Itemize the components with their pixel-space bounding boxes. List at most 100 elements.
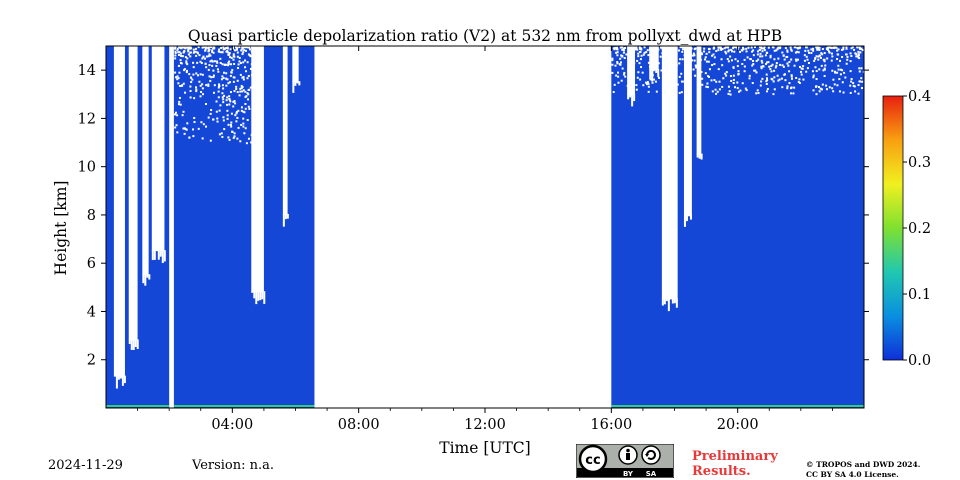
speckle (193, 50, 196, 53)
speckle (193, 116, 196, 119)
speckle (662, 72, 665, 75)
speckle (699, 58, 702, 61)
speckle (804, 49, 807, 52)
speckle (212, 75, 215, 78)
speckle (793, 64, 796, 67)
speckle (837, 53, 840, 56)
speckle (247, 137, 250, 140)
speckle (248, 107, 251, 110)
speckle (775, 62, 778, 65)
speckle (665, 46, 668, 49)
speckle (239, 62, 242, 65)
speckle (182, 82, 185, 85)
speckle (647, 82, 650, 85)
speckle (666, 47, 669, 50)
speckle (739, 89, 742, 92)
speckle (189, 51, 192, 54)
speckle (187, 49, 190, 52)
speckle (235, 110, 238, 113)
speckle (184, 47, 187, 50)
speckle (699, 50, 702, 53)
cc-license-badge[interactable]: cc BY SA (576, 444, 674, 478)
speckle (788, 70, 791, 73)
speckle (854, 52, 857, 55)
speckle (773, 49, 776, 52)
speckle (766, 61, 769, 64)
speckle (812, 49, 815, 52)
speckle (745, 47, 748, 50)
speckle (181, 55, 184, 58)
speckle (836, 71, 839, 74)
no-signal-edge (148, 274, 151, 280)
speckle (745, 50, 748, 53)
speckle (177, 64, 180, 67)
speckle (194, 50, 197, 53)
speckle (788, 82, 791, 85)
speckle (858, 80, 861, 83)
speckle (630, 46, 633, 49)
speckle (815, 93, 818, 96)
speckle (177, 51, 180, 54)
speckle (190, 81, 193, 84)
speckle (236, 137, 239, 140)
speckle (195, 54, 198, 57)
speckle (209, 54, 212, 57)
speckle (764, 62, 767, 65)
speckle (779, 63, 782, 66)
speckle (857, 56, 860, 59)
speckle (222, 119, 225, 122)
no-signal-edge (667, 298, 670, 312)
speckle (752, 59, 755, 62)
svg-text:cc: cc (585, 453, 600, 468)
speckle (832, 46, 835, 49)
speckle (210, 109, 213, 112)
speckle (250, 63, 253, 66)
speckle (677, 49, 680, 52)
speckle (183, 127, 186, 130)
speckle (208, 64, 211, 67)
speckle (763, 46, 766, 49)
speckle (616, 51, 619, 54)
speckle (780, 77, 783, 80)
speckle (246, 61, 249, 64)
speckle (844, 76, 847, 79)
speckle (207, 46, 210, 49)
speckle (222, 71, 225, 74)
speckle (199, 84, 202, 87)
speckle (845, 53, 848, 56)
speckle (642, 84, 645, 87)
speckle (845, 46, 848, 49)
speckle (796, 47, 799, 50)
speckle (228, 52, 231, 55)
speckle (221, 75, 224, 78)
speckle (239, 90, 242, 93)
speckle (183, 69, 186, 72)
speckle (664, 90, 667, 93)
speckle (812, 47, 815, 50)
speckle (740, 49, 743, 52)
no-signal-edge (155, 250, 158, 251)
speckle (647, 90, 650, 93)
speckle (243, 46, 246, 49)
speckle (231, 46, 234, 49)
speckle (698, 53, 701, 56)
speckle (179, 52, 182, 55)
no-signal-edge (253, 291, 256, 299)
speckle (219, 51, 222, 54)
speckle (212, 51, 215, 54)
speckle (815, 55, 818, 58)
speckle (238, 60, 241, 63)
speckle (773, 58, 776, 61)
speckle (186, 63, 189, 66)
no-signal-edge (146, 274, 149, 278)
speckle (822, 69, 825, 72)
speckle (790, 75, 793, 78)
speckle (647, 85, 650, 88)
speckle (718, 80, 721, 83)
speckle (823, 60, 826, 63)
speckle (669, 68, 672, 71)
speckle (246, 119, 249, 122)
speckle (233, 135, 236, 138)
speckle (222, 116, 225, 119)
speckle (221, 96, 224, 99)
